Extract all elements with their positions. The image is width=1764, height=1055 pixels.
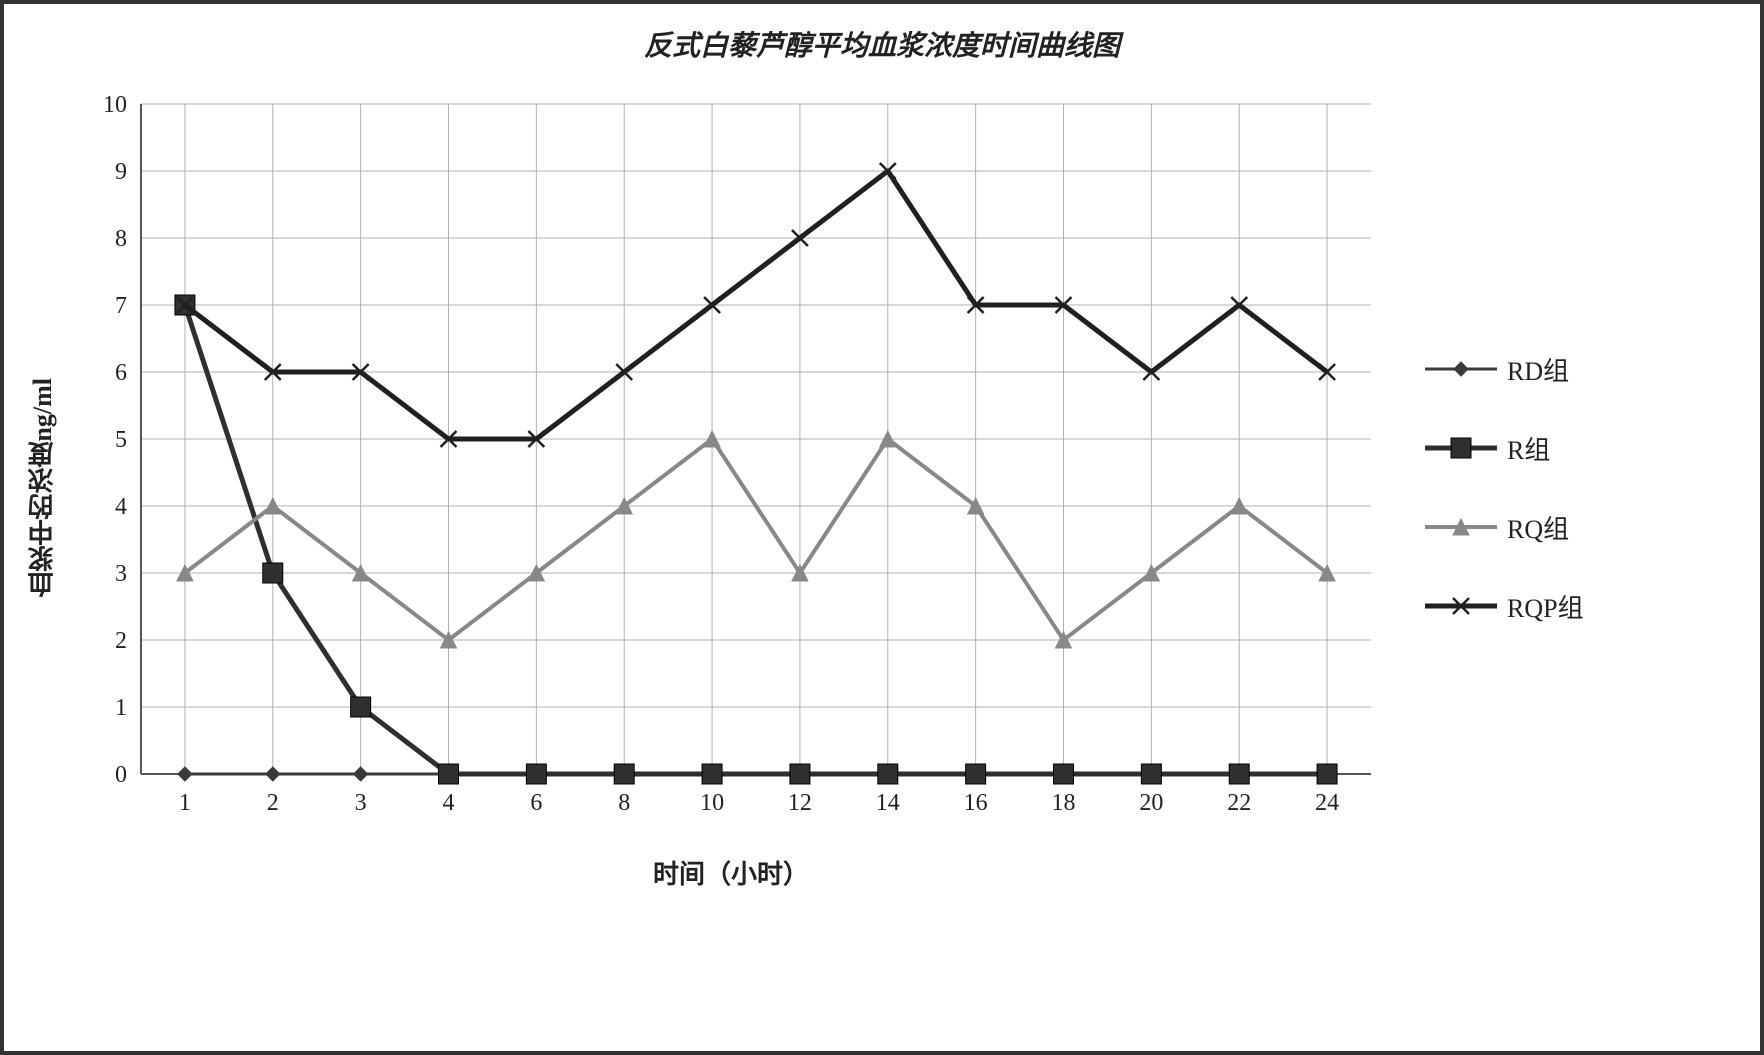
svg-text:5: 5 <box>115 427 127 453</box>
svg-text:7: 7 <box>115 293 127 319</box>
svg-text:18: 18 <box>1052 790 1076 816</box>
svg-text:1: 1 <box>115 695 127 721</box>
y-axis-label: 血浆中的浓度ng/ml <box>14 378 71 598</box>
legend-label: RQP组 <box>1507 588 1584 625</box>
legend-swatch-icon <box>1421 591 1501 621</box>
svg-text:4: 4 <box>115 494 127 520</box>
legend-swatch-icon <box>1421 433 1501 463</box>
legend-label: R组 <box>1507 430 1550 467</box>
svg-text:2: 2 <box>115 628 127 654</box>
svg-text:14: 14 <box>876 790 900 816</box>
svg-text:6: 6 <box>115 360 127 386</box>
svg-text:3: 3 <box>115 561 127 587</box>
svg-text:22: 22 <box>1227 790 1251 816</box>
svg-text:9: 9 <box>115 159 127 185</box>
chart-frame: 反式白藜芦醇平均血浆浓度时间曲线图 血浆中的浓度ng/ml 0123456789… <box>0 0 1764 1055</box>
legend-label: RD组 <box>1507 351 1569 388</box>
svg-text:1: 1 <box>179 790 191 816</box>
legend-item-RQP组: RQP组 <box>1421 588 1584 625</box>
legend-swatch-icon <box>1421 512 1501 542</box>
svg-text:0: 0 <box>115 762 127 788</box>
x-axis-label: 时间（小时） <box>71 854 1391 891</box>
svg-text:10: 10 <box>103 92 127 118</box>
svg-text:12: 12 <box>788 790 812 816</box>
legend-swatch-icon <box>1421 354 1501 384</box>
plot-area: 0123456789101234681012141618202224 <box>71 84 1391 844</box>
svg-text:8: 8 <box>618 790 630 816</box>
legend-item-R组: R组 <box>1421 430 1584 467</box>
chart-title: 反式白藜芦醇平均血浆浓度时间曲线图 <box>14 24 1750 64</box>
svg-text:10: 10 <box>700 790 724 816</box>
svg-text:4: 4 <box>443 790 455 816</box>
svg-text:3: 3 <box>355 790 367 816</box>
legend-item-RQ组: RQ组 <box>1421 509 1584 546</box>
svg-text:8: 8 <box>115 226 127 252</box>
svg-text:6: 6 <box>530 790 542 816</box>
plot-column: 0123456789101234681012141618202224 时间（小时… <box>71 84 1391 891</box>
legend-item-RD组: RD组 <box>1421 351 1584 388</box>
legend: RD组 R组 RQ组 RQP组 <box>1391 351 1584 625</box>
legend-label: RQ组 <box>1507 509 1569 546</box>
svg-text:2: 2 <box>267 790 279 816</box>
svg-text:20: 20 <box>1139 790 1163 816</box>
svg-text:24: 24 <box>1315 790 1339 816</box>
svg-text:16: 16 <box>964 790 988 816</box>
chart-body: 血浆中的浓度ng/ml 0123456789101234681012141618… <box>14 84 1750 891</box>
